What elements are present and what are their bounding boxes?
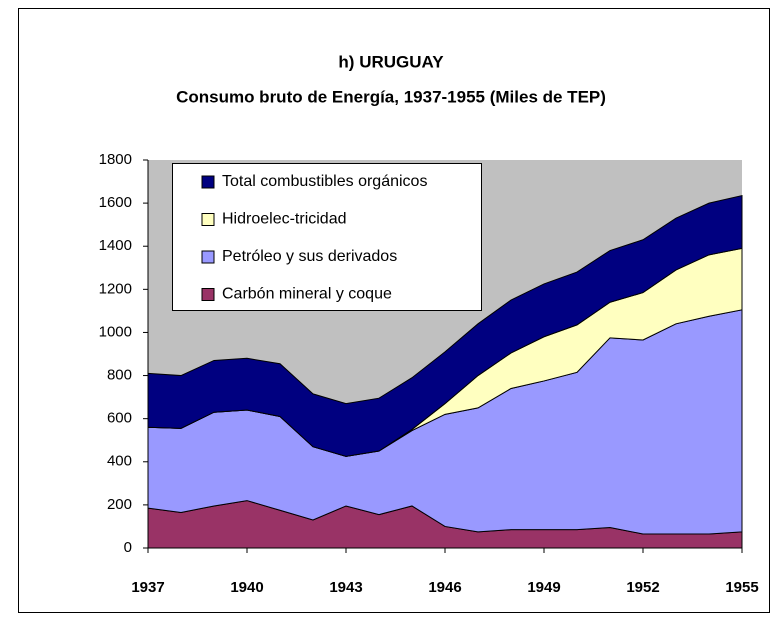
chart-title: h) URUGUAY bbox=[338, 52, 444, 71]
legend-label: Total combustibles orgánicos bbox=[222, 173, 427, 190]
y-tick-label: 400 bbox=[107, 453, 132, 470]
y-tick-label: 1200 bbox=[99, 280, 132, 297]
legend-swatch bbox=[201, 250, 215, 264]
x-tick-label: 1943 bbox=[329, 579, 362, 596]
y-tick-label: 1800 bbox=[99, 151, 132, 168]
legend-label: Petróleo y sus derivados bbox=[222, 248, 397, 265]
area bbox=[147, 194, 743, 457]
y-tick-label: 1600 bbox=[99, 194, 132, 211]
y-tick-label: 800 bbox=[107, 367, 132, 384]
y-tick-label: 0 bbox=[124, 539, 132, 556]
x-tick-label: 1940 bbox=[230, 579, 263, 596]
legend-label: Carbón mineral y coque bbox=[222, 286, 392, 303]
y-tick-label: 1400 bbox=[99, 237, 132, 254]
legend-swatch bbox=[201, 213, 215, 226]
legend bbox=[172, 163, 482, 311]
y-tick-label: 200 bbox=[107, 496, 132, 513]
legend-label: Hidroelec-tricidad bbox=[222, 211, 347, 228]
x-tick-label: 1946 bbox=[428, 579, 461, 596]
legend-swatch bbox=[201, 175, 215, 189]
x-tick-label: 1937 bbox=[131, 579, 164, 596]
y-tick-label: 600 bbox=[107, 410, 132, 427]
x-tick-label: 1955 bbox=[725, 579, 758, 596]
x-tick-label: 1952 bbox=[626, 579, 659, 596]
chart-subtitle: Consumo bruto de Energía, 1937-1955 (Mil… bbox=[176, 87, 606, 106]
x-tick-label: 1949 bbox=[527, 579, 560, 596]
y-tick-label: 1000 bbox=[99, 323, 132, 340]
legend-swatch bbox=[201, 288, 215, 301]
